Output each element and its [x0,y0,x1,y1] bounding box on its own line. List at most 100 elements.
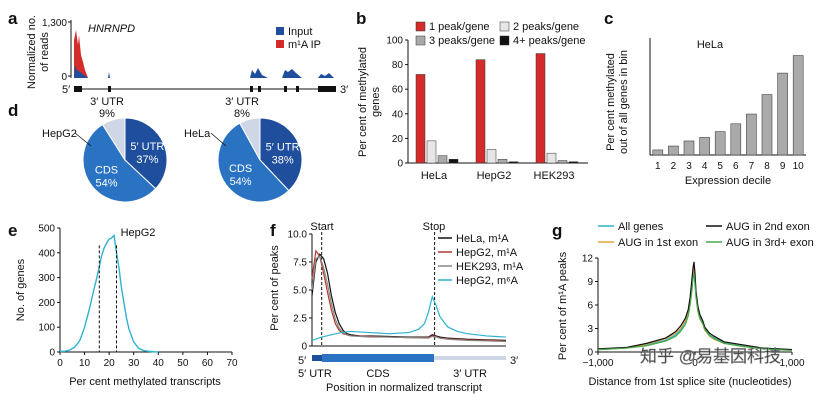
panel-c-xtick-label: 8 [764,161,770,172]
panel-f-legend-label: HepG2, m¹A [456,247,518,259]
panel-f-xlabel: Position in normalized transcript [326,382,482,394]
panel-b-bar [557,160,568,164]
pie-label-utr5: 5′ UTR [266,142,300,154]
panel-a-ylabel-line2: of reads [39,32,51,72]
panel-f-ytick-label: 2.5 [293,314,307,325]
panel-c-bar [668,145,679,156]
panel-a-exon [284,86,287,92]
pie-label-utr3: 3′ UTR [225,96,259,108]
panel-e-ytick-label: 500 [38,224,55,235]
pie-title: HeLa [184,128,211,140]
panel-g-ytick-label: 12 [582,254,594,265]
pie-value-utr5: 37% [136,154,158,166]
panel-b-ytick-label: 0 [397,159,403,170]
panel-a-exon [250,86,253,92]
panel-a-input-peak-5prime [74,65,88,78]
pie-label-cds: CDS [95,164,118,176]
panel-b-legend-swatch [499,35,510,46]
panel-b: b Per cent of methylated genes 0 20 40 60 80… [356,9,588,182]
panel-b-bars [415,53,579,164]
panel-b-ylabel-line2: genes [370,87,382,117]
panel-f-ylabel: Per cent of peaks [269,245,281,331]
panel-b-bar [415,74,426,164]
panel-a-label: a [8,9,18,28]
panel-b-legend-label: 3 peaks/gene [429,35,495,47]
panel-b-ytick-label: 100 [386,36,403,47]
panel-c-xtick-label: 1 [655,161,661,172]
panel-c-bar [777,72,788,156]
panel-b-xtick-label: HEK293 [534,170,575,182]
panel-b-ytick-label: 20 [392,134,404,145]
panel-e-ytick-label: 100 [38,323,55,334]
panel-g-ytick-label: 0 [587,348,593,359]
panel-a-exon [318,86,336,92]
panel-c-bar [761,94,773,156]
panel-e-ytick-label: 400 [38,248,55,259]
panel-f-seg-utr3: 3′ UTR [453,368,487,380]
panel-e-plot: 0 100 200 300 400 500 0 10 20 30 40 50 60 70 [38,224,238,370]
panel-g-xtick-label: −1,000 [583,358,614,369]
panel-a-legend-swatch-input [276,27,284,35]
panel-e-ytick-label: 200 [38,298,55,309]
panel-b-ytick-label: 40 [392,109,404,120]
panel-c-xtick-label: 7 [749,161,755,172]
panel-e-label: e [8,221,17,240]
panel-g-xtick-label: 1,000 [779,358,804,369]
panel-b-bar [497,159,508,164]
panel-a-legend-input: Input [288,26,312,38]
panel-f-utr5-bar [312,355,322,361]
panel-c-bar [730,123,742,156]
panel-b-bar [568,161,579,164]
panel-a-input-bump [108,72,110,78]
panel-c-bar [683,140,695,156]
panel-a-five-prime: 5′ [62,84,70,96]
pie-label-utr3: 3′ UTR [90,96,124,108]
pie-slice [124,117,168,190]
panel-e-ytick-label: 300 [38,273,55,284]
panel-b-bar [448,159,459,164]
panel-a: a Normalized no. of reads 1,300 0 HNRNPD… [8,9,348,96]
panel-f-plot: 0 2.5 5.0 7.5 10.0 [288,230,507,353]
pie-value-utr3: 9% [99,108,115,120]
panel-e-xtick-label: 10 [79,358,91,369]
panel-g-legend-label: All genes [618,221,664,233]
panel-f-ytick-label: 0 [301,342,307,353]
panel-a-exon [296,86,299,92]
panel-e-xtick-label: 50 [177,358,189,369]
pie-slice [82,123,157,203]
pie-title-leader [74,132,92,147]
panel-b-legend-label: 4+ peaks/gene [513,35,585,47]
panel-a-legend-ip: m¹A IP [288,39,321,51]
panel-g-xlabel: Distance from 1st splice site (nucleotid… [589,376,792,388]
panel-c-label: c [604,9,613,28]
panel-a-exon [108,86,111,92]
panel-a-ylabel-line1: Normalized no. [26,15,38,89]
panel-c-xtick-label: 5 [717,161,723,172]
pie-value-cds: 54% [95,177,117,189]
panel-g-legend-label: AUG in 2nd exon [726,221,810,233]
pie-slice [259,117,303,192]
panel-f-three-prime: 3′ [510,355,518,367]
panel-c-bar [652,149,664,156]
pie-title-leader [210,132,227,147]
panel-g-label: g [552,221,562,240]
panel-a-three-prime: 3′ [340,84,348,96]
pie-title: HepG2 [42,128,77,140]
panel-c-bars [652,55,804,156]
panel-b-legend: 1 peak/gene 2 peaks/gene 3 peaks/gene 4+ pe… [415,21,585,47]
panel-f: f Per cent of peaks Start Stop 0 2.5 5.0 7.… [269,221,524,394]
panel-c-xtick-label: 10 [793,161,805,172]
panel-d-label: d [8,101,18,120]
panel-c-xtick-label: 6 [733,161,739,172]
panel-b-ytick-label: 80 [392,60,404,71]
pie-slice [217,122,290,203]
panel-c-xtick-label: 3 [686,161,692,172]
panel-e-xtick-label: 20 [104,358,116,369]
panel-e-xtick-label: 30 [128,358,140,369]
panel-e: e No. of genes HepG2 0 100 200 300 400 500 0 10… [8,221,238,388]
panel-f-start-label: Start [310,221,333,233]
panel-a-exon [74,86,82,92]
panel-g-legend: All genes AUG in 1st exon AUG in 2nd exon A… [598,221,814,249]
panel-c-ylabel-line2: out of all genes in bin [618,50,630,154]
